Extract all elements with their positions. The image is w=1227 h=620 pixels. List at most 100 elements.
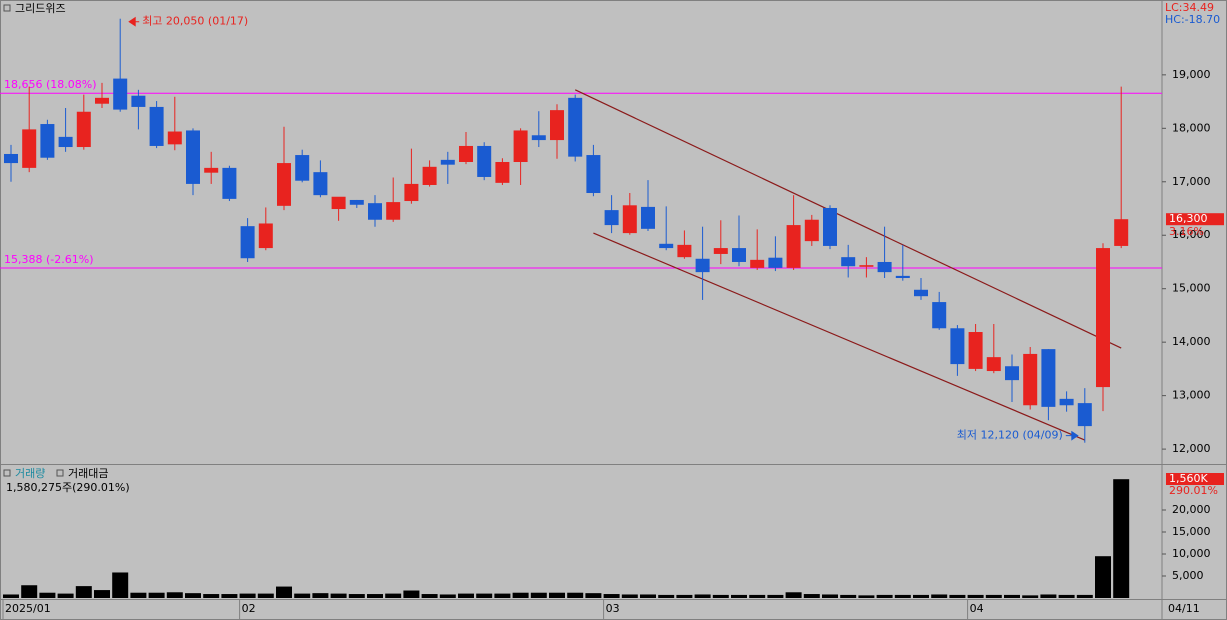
- volume-bar: [749, 594, 766, 598]
- candle-body: [932, 302, 947, 329]
- candle-body: [386, 202, 401, 220]
- volume-bar: [239, 593, 256, 598]
- candle-body: [750, 259, 765, 268]
- candle-body: [823, 207, 837, 246]
- candle-body: [641, 206, 655, 229]
- trend-line: [593, 232, 1086, 441]
- x-tick-label: 04: [970, 602, 984, 615]
- volume-bar: [148, 592, 165, 598]
- volume-bar: [931, 594, 948, 598]
- candle-body: [841, 257, 856, 267]
- legend-amount: 거래대금: [68, 467, 108, 480]
- volume-bar: [1095, 556, 1111, 598]
- candle-body: [58, 136, 73, 148]
- volume-bar: [112, 572, 129, 598]
- volume-bar: [876, 594, 893, 598]
- volume-bar: [549, 592, 565, 598]
- high-arrow: [128, 16, 140, 27]
- volume-bar: [803, 594, 820, 598]
- volume-bar: [348, 594, 365, 598]
- volume-bar: [967, 594, 984, 598]
- y-tick-label: 10,000: [1172, 547, 1211, 560]
- last-volume-label: 1,560K: [1169, 472, 1208, 485]
- volume-bar: [840, 594, 857, 598]
- chart-title: 그리드위즈: [15, 2, 66, 15]
- volume-bar: [767, 594, 784, 598]
- candle-body: [786, 225, 801, 268]
- volume-bar: [166, 592, 183, 598]
- last-price-label: 16,300: [1169, 212, 1208, 225]
- volume-bar: [894, 594, 911, 598]
- volume-bar: [21, 585, 38, 598]
- candle-body: [677, 244, 692, 258]
- volume-bar: [257, 593, 274, 598]
- candle-body: [513, 130, 528, 162]
- candle-body: [167, 131, 182, 145]
- volume-summary: 1,580,275주(290.01%): [6, 481, 130, 494]
- candle-body: [804, 219, 819, 242]
- volume-bar: [458, 593, 474, 598]
- candle-body: [295, 155, 310, 181]
- candle-body: [895, 275, 910, 279]
- candle-body: [1023, 353, 1038, 406]
- candle-body: [914, 289, 928, 297]
- volume-bar: [512, 592, 529, 598]
- candle-body: [1041, 349, 1056, 407]
- volume-bar: [57, 593, 74, 598]
- volume-bar: [858, 595, 875, 598]
- candle-body: [258, 223, 273, 249]
- candle-body: [604, 210, 619, 226]
- volume-bar: [39, 592, 56, 598]
- candle-body: [768, 257, 783, 268]
- volume-bar: [439, 594, 456, 598]
- candle-body: [1077, 403, 1092, 427]
- high-annotation: 최고 20,050 (01/17): [142, 15, 248, 28]
- y-tick-label: 16,000: [1172, 228, 1211, 241]
- y-tick-label: 17,000: [1172, 175, 1211, 188]
- candle-body: [459, 145, 473, 162]
- volume-bar: [94, 590, 110, 598]
- candle-body: [222, 167, 237, 199]
- title-box[interactable]: [3, 4, 11, 12]
- candle-body: [495, 161, 510, 183]
- candle-body: [422, 166, 437, 185]
- candle-body: [859, 265, 874, 267]
- hc-label: HC:-18.70: [1165, 13, 1220, 26]
- volume-bar: [221, 594, 238, 598]
- volume-bar: [276, 586, 292, 598]
- candle-body: [950, 328, 965, 365]
- volume-bar: [621, 594, 638, 598]
- lc-label: LC:34.49: [1165, 1, 1214, 14]
- x-tick-label: 2025/01: [5, 602, 51, 615]
- x-tick-label: 03: [606, 602, 620, 615]
- candle-body: [586, 155, 601, 194]
- candle-body: [368, 203, 382, 220]
- candle-body: [331, 196, 346, 210]
- candle-body: [1096, 248, 1110, 388]
- candle-body: [131, 95, 146, 107]
- legend-box[interactable]: [3, 469, 11, 477]
- y-tick-label: 20,000: [1172, 503, 1211, 516]
- candle-body: [877, 261, 892, 273]
- candle-body: [659, 243, 674, 249]
- candle-body: [531, 135, 546, 141]
- candle-body: [40, 124, 55, 158]
- volume-bar: [330, 593, 347, 598]
- volume-bar: [567, 592, 584, 598]
- low-arrow: [1065, 430, 1079, 441]
- candle-body: [95, 97, 109, 104]
- candle-body: [713, 248, 728, 254]
- y-tick-label: 5,000: [1172, 569, 1204, 582]
- legend-box[interactable]: [56, 469, 64, 477]
- candle-body: [349, 199, 364, 205]
- volume-bar: [694, 594, 711, 598]
- volume-bar: [385, 593, 402, 598]
- last-volume-change: 290.01%: [1169, 484, 1218, 497]
- volume-bar: [1058, 594, 1075, 598]
- candle-body: [1005, 366, 1019, 381]
- last-price-box: [1166, 213, 1224, 226]
- volume-bar: [1076, 594, 1093, 598]
- y-tick-label: 19,000: [1172, 68, 1211, 81]
